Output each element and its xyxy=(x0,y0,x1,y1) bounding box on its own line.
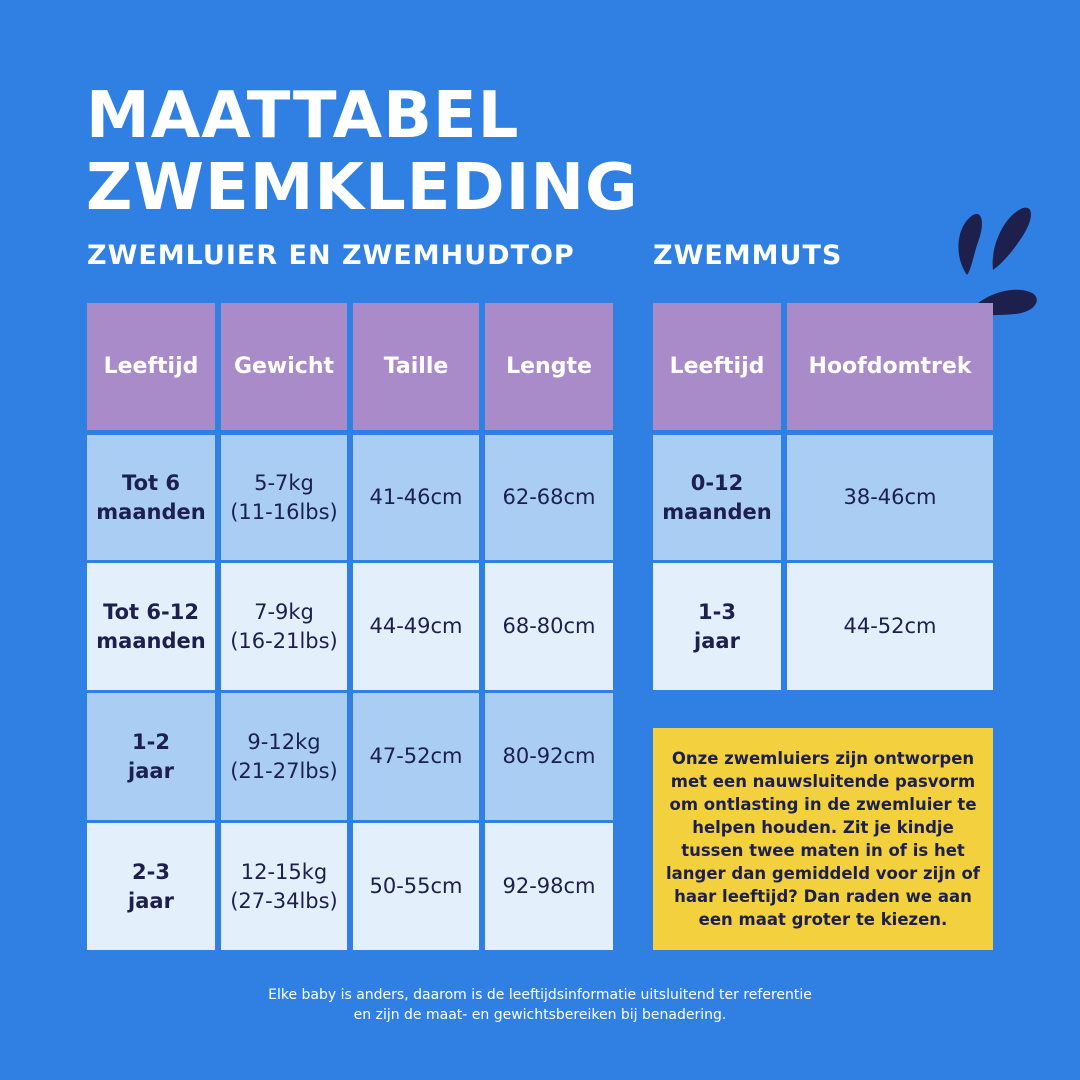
cell-text: maanden xyxy=(662,499,772,524)
header-text: Leeftijd xyxy=(103,354,199,379)
cell-text: (16-21lbs) xyxy=(230,628,338,653)
table-cell: 1-2 jaar xyxy=(87,693,215,820)
cell-text: 12-15kg xyxy=(240,859,328,884)
table-cell: 41-46cm xyxy=(353,435,479,560)
cell-text: Tot 6 xyxy=(122,470,180,495)
table-cell: 50-55cm xyxy=(353,823,479,950)
table-cell: 5-7kg (11-16lbs) xyxy=(221,435,347,560)
header-text: Taille xyxy=(383,354,449,379)
table-cell: 0-12 maanden xyxy=(653,435,781,560)
table-cell: 92-98cm xyxy=(485,823,613,950)
cell-text: (11-16lbs) xyxy=(230,499,338,524)
cell-text: 7-9kg xyxy=(254,599,314,624)
cell-text: 47-52cm xyxy=(369,744,463,768)
header-text: Hoofdomtrek xyxy=(808,354,972,379)
footer-line: Elke baby is anders, daarom is de leefti… xyxy=(268,987,812,1003)
header-text: Lengte xyxy=(506,354,592,379)
cell-text: Tot 6-12 xyxy=(103,599,199,624)
table-cell: Tot 6 maanden xyxy=(87,435,215,560)
header-text: Leeftijd xyxy=(669,354,765,379)
cell-text: 5-7kg xyxy=(254,470,314,495)
table-heading: ZWEMLUIER EN ZWEMHUDTOP xyxy=(87,240,575,271)
cell-text: (27-34lbs) xyxy=(230,888,338,913)
table-cell: 7-9kg (16-21lbs) xyxy=(221,563,347,690)
header-cell: Hoofdomtrek xyxy=(787,303,993,430)
cell-text: 68-80cm xyxy=(502,614,596,638)
cell-text: 62-68cm xyxy=(502,485,596,509)
header-text: Gewicht xyxy=(233,354,335,379)
table-cell: 80-92cm xyxy=(485,693,613,820)
cell-text: jaar xyxy=(128,888,174,913)
table-cell: 38-46cm xyxy=(787,435,993,560)
cell-text: 0-12 xyxy=(690,470,744,495)
table-cell: 1-3 jaar xyxy=(653,563,781,690)
cell-text: 38-46cm xyxy=(843,485,937,509)
table-cell: Tot 6-12 maanden xyxy=(87,563,215,690)
footer: Elke baby is anders, daarom is de leefti… xyxy=(0,985,1080,1025)
cell-text: 92-98cm xyxy=(502,874,596,898)
table-cell: 68-80cm xyxy=(485,563,613,690)
table-cell: 44-49cm xyxy=(353,563,479,690)
header-cell: Leeftijd xyxy=(653,303,781,430)
footer-line: en zijn de maat- en gewichtsbereiken bij… xyxy=(353,1007,727,1023)
table-cell: 44-52cm xyxy=(787,563,993,690)
table-cell: 2-3 jaar xyxy=(87,823,215,950)
cell-text: 2-3 xyxy=(132,859,170,884)
table-cell: 47-52cm xyxy=(353,693,479,820)
table-cell: 62-68cm xyxy=(485,435,613,560)
note-text: Onze zwemluiers zijn ontworpen met een n… xyxy=(666,749,980,929)
title-line: MAATTABEL xyxy=(86,79,520,153)
title: MAATTABEL ZWEMKLEDING xyxy=(86,80,639,224)
cell-text: 44-52cm xyxy=(843,614,937,638)
cell-text: 9-12kg xyxy=(247,729,321,754)
cell-text: jaar xyxy=(694,628,740,653)
cell-text: 1-2 xyxy=(132,729,170,754)
cell-text: (21-27lbs) xyxy=(230,758,338,783)
title-line: ZWEMKLEDING xyxy=(86,151,639,225)
cell-text: 80-92cm xyxy=(502,744,596,768)
header-cell: Taille xyxy=(353,303,479,430)
cell-text: 1-3 xyxy=(698,599,736,624)
cell-text: 44-49cm xyxy=(369,614,463,638)
header-cell: Gewicht xyxy=(221,303,347,430)
header-cell: Lengte xyxy=(485,303,613,430)
cell-text: maanden xyxy=(96,499,206,524)
header-cell: Leeftijd xyxy=(87,303,215,430)
cell-text: 41-46cm xyxy=(369,485,463,509)
cell-text: 50-55cm xyxy=(369,874,463,898)
cell-text: jaar xyxy=(128,758,174,783)
table-heading: ZWEMMUTS xyxy=(653,240,843,271)
cell-text: maanden xyxy=(96,628,206,653)
table-cell: 9-12kg (21-27lbs) xyxy=(221,693,347,820)
note: Onze zwemluiers zijn ontworpen met een n… xyxy=(653,728,993,950)
table-cell: 12-15kg (27-34lbs) xyxy=(221,823,347,950)
